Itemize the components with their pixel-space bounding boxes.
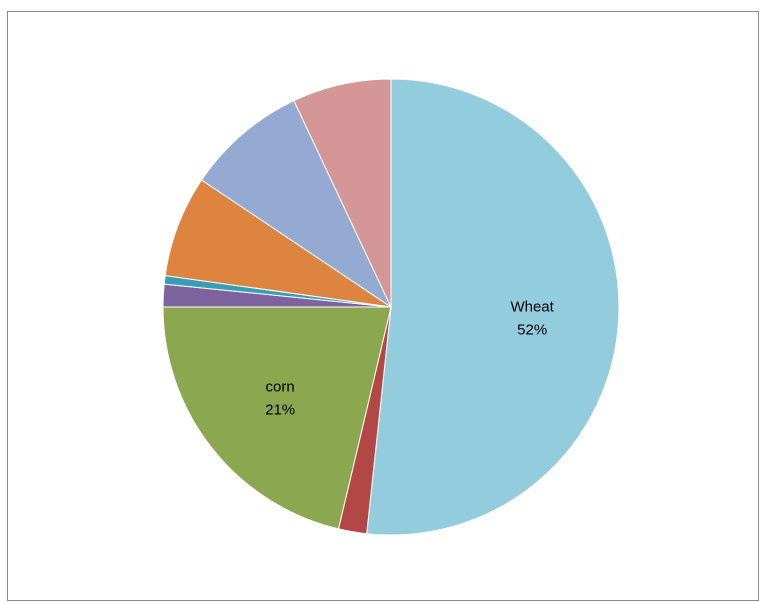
pie-slice-wheat	[366, 78, 620, 536]
pie-chart: Wheat 52% corn 21%	[162, 78, 620, 536]
pie-slice-corn	[162, 306, 392, 530]
pie-slice-7	[293, 78, 392, 308]
slice-label-wheat: Wheat 52%	[510, 299, 554, 339]
slice-labels: Wheat 52% corn 21%	[265, 299, 555, 419]
chart-area: Wheat 52% corn 21%	[7, 11, 759, 601]
slice-label-corn: corn 21%	[265, 379, 295, 419]
pie-slices	[162, 78, 620, 536]
pie-slice-5	[164, 179, 392, 308]
pie-slice-6	[200, 100, 393, 309]
